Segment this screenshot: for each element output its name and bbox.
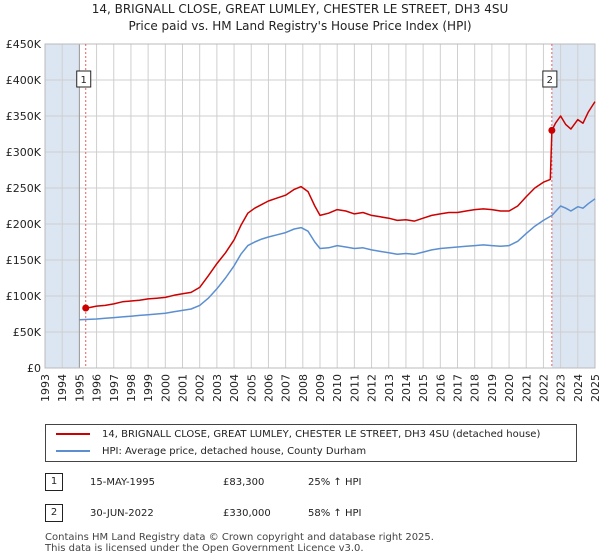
y-tick-label: £100K [6,290,42,303]
plot-frame [44,43,596,369]
y-tick-label: £50K [13,326,42,339]
transaction-price: £83,300 [223,477,265,488]
x-tick-label: 1995 [73,374,86,402]
y-tick-label: £300K [6,146,42,159]
x-tick-label: 2015 [417,374,430,402]
legend-item-hpi: HPI: Average price, detached house, Coun… [56,444,366,460]
sale-marker-2 [548,126,556,134]
x-tick-label: 2006 [262,374,275,402]
x-tick-label: 2018 [469,374,482,402]
sale-marker-1 [82,304,90,312]
x-tick-label: 2016 [434,374,447,402]
y-tick-label: £400K [6,74,42,87]
property-series-line [85,101,596,309]
shaded-region-2 [551,44,595,368]
x-tick-label: 1999 [142,374,155,402]
transaction-date: 30-JUN-2022 [90,508,154,519]
x-tick-label: 2007 [280,374,293,402]
x-tick-label: 2014 [400,374,413,402]
legend-hpi-swatch [56,450,90,452]
chart-title-line1: 14, BRIGNALL CLOSE, GREAT LUMLEY, CHESTE… [91,2,509,16]
x-tick-label: 2025 [589,374,600,402]
transaction-badge: 1 [45,473,63,491]
x-tick-label: 2013 [383,374,396,402]
hpi-series-line [79,198,596,321]
annotation-label-1: 1 [81,75,87,86]
x-tick-label: 2023 [555,374,568,402]
y-tick-label: £250K [6,182,42,195]
transaction-price: £330,000 [223,508,271,519]
x-tick-label: 2002 [194,374,207,402]
transaction-badge: 2 [45,504,63,522]
transaction-hpi-delta: 25% ↑ HPI [308,477,362,488]
y-tick-label: £0 [27,362,41,375]
x-tick-label: 2024 [572,374,585,402]
x-tick-label: 1997 [108,374,121,402]
y-tick-label: £200K [6,218,42,231]
price-chart: £0 £50K £100K £150K £200K £250K £300K £350K £400… [6,40,600,402]
x-tick-label: 2003 [211,374,224,402]
transaction-hpi-delta: 58% ↑ HPI [308,508,362,519]
x-tick-label: 2001 [177,374,190,402]
x-tick-label: 2019 [486,374,499,402]
x-tick-label: 2020 [503,374,516,402]
x-tick-label: 2005 [245,374,258,402]
y-tick-label: £450K [6,40,42,51]
legend-property-swatch [56,433,90,435]
x-tick-label: 1993 [39,374,52,402]
legend-hpi-label: HPI: Average price, detached house, Coun… [102,446,367,457]
legend: 14, BRIGNALL CLOSE, GREAT LUMLEY, CHESTE… [45,424,577,462]
x-tick-label: 2000 [159,374,172,402]
footer-licence: This data is licensed under the Open Gov… [45,543,364,554]
annotation-label-2: 2 [547,75,553,86]
x-tick-label: 2010 [331,374,344,402]
y-tick-label: £150K [6,254,42,267]
x-tick-label: 1996 [91,374,104,402]
legend-item-property: 14, BRIGNALL CLOSE, GREAT LUMLEY, CHESTE… [56,427,540,443]
x-tick-label: 1994 [56,374,69,402]
legend-property-label: 14, BRIGNALL CLOSE, GREAT LUMLEY, CHESTE… [102,429,541,440]
x-tick-label: 2011 [348,374,361,402]
x-tick-label: 2004 [228,374,241,402]
footer-copyright: Contains HM Land Registry data © Crown c… [45,532,434,543]
x-tick-label: 2022 [537,374,550,402]
annotation-box-1 [76,70,92,88]
x-tick-label: 2017 [452,374,465,402]
chart-title-line2: Price paid vs. HM Land Registry's House … [128,19,472,33]
x-tick-label: 2012 [366,374,379,402]
x-tick-label: 1998 [125,374,138,402]
y-tick-label: £350K [6,110,42,123]
x-tick-label: 2021 [520,374,533,402]
x-tick-label: 2009 [314,374,327,402]
transaction-date: 15-MAY-1995 [90,477,156,488]
x-tick-label: 2008 [297,374,310,402]
annotation-box-2 [542,70,558,88]
